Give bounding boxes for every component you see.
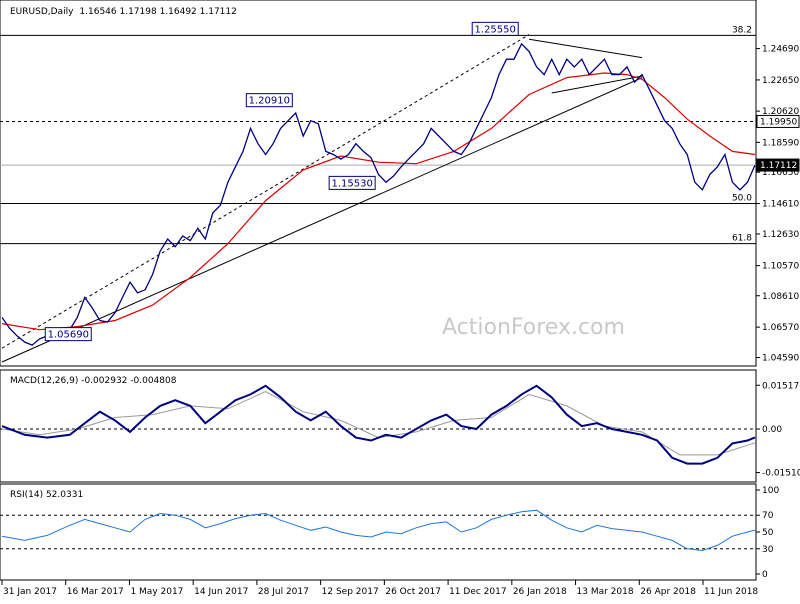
price-y-tick-label: 1.06570 [762,323,799,333]
rsi-label: RSI(14) 52.0331 [10,490,83,500]
price-annotation-label: 1.20910 [249,96,290,107]
macd-y-tick-label: -0.015109 [762,469,800,479]
x-tick-label: 13 Mar 2018 [577,587,634,597]
x-tick-label: 26 Oct 2017 [385,587,441,597]
price-y-tick-label: 1.08610 [762,292,799,302]
rsi-layer: 100 70 50 30 0 [0,486,779,580]
price-y-tick-label: 1.12630 [762,230,799,240]
x-tick-label: 12 Sep 2017 [322,587,379,597]
symbol-label: EURUSD,Daily 1.16546 1.17198 1.16492 1.17… [10,7,237,17]
level-price-box [756,158,800,172]
macd-signal-line [1,390,756,456]
x-tick-label: 31 Jan 2017 [3,587,57,597]
rsi-y-tick-label: 0 [762,570,768,580]
level-label: 61.8 [732,234,752,244]
rsi-y-tick-label: 70 [762,511,774,521]
price-y-tick-label: 1.14610 [762,200,799,210]
trendline [529,38,643,59]
price-line [1,42,756,346]
macd-layer: 0.015176 0.00 -0.015109 [0,381,800,479]
trendline [551,75,643,94]
price-y-tick-label: 1.20620 [762,107,799,117]
x-tick-label: 11 Dec 2017 [449,587,507,597]
price-annotation-box [44,327,92,342]
price-annotation-box [471,21,519,36]
price-y-tick-label: 1.24690 [762,45,799,55]
price-annotation-label: 1.15530 [331,178,372,189]
level-price-box-label: 1.19950 [760,117,797,127]
price-layer: 1.24690 1.22650 1.20620 1.18590 1.16650 1.146… [0,21,800,364]
level-label: 38.2 [732,25,752,35]
x-tick-label: 26 Jan 2018 [513,587,567,597]
x-tick-label: 26 Apr 2018 [640,587,696,597]
macd-line [1,384,756,465]
x-tick-label: 16 Mar 2017 [67,587,124,597]
price-annotation-label: 1.25550 [475,24,516,35]
price-y-tick-label: 1.04590 [762,354,799,364]
rsi-y-tick-label: 30 [762,545,774,555]
rsi-y-tick-label: 50 [762,528,774,538]
x-tick-label: 11 Jun 2018 [704,587,758,597]
macd-panel-frame [0,369,757,483]
x-axis: 31 Jan 2017 16 Mar 2017 1 May 2017 14 Jun 2… [1,580,758,597]
price-annotation-box [245,93,293,108]
macd-y-tick-label: 0.015176 [762,381,800,391]
level-price-box [756,114,800,128]
macd-label: MACD(12,26,9) -0.002932 -0.004808 [10,376,177,386]
trendline [1,34,530,349]
price-y-tick-label: 1.10570 [762,262,799,272]
price-y-tick-label: 1.16650 [762,168,799,178]
price-y-tick-label: 1.18590 [762,138,799,148]
macd-y-tick-label: 0.00 [762,425,782,435]
watermark: ActionForex.com [442,315,625,340]
trendline [1,77,643,363]
moving-average-line [1,72,756,331]
rsi-line [1,509,756,552]
level-label: 50.0 [732,194,752,204]
price-panel-frame [0,0,757,367]
level-price-box-label: 1.17112 [760,161,797,171]
x-tick-label: 1 May 2017 [130,587,183,597]
price-y-tick-label: 1.22650 [762,76,799,86]
x-tick-label: 14 Jun 2017 [194,587,248,597]
x-tick-label: 28 Jul 2017 [258,587,309,597]
rsi-y-tick-label: 100 [762,486,779,496]
price-annotation-label: 1.05690 [48,330,89,341]
price-annotation-box [328,175,376,190]
